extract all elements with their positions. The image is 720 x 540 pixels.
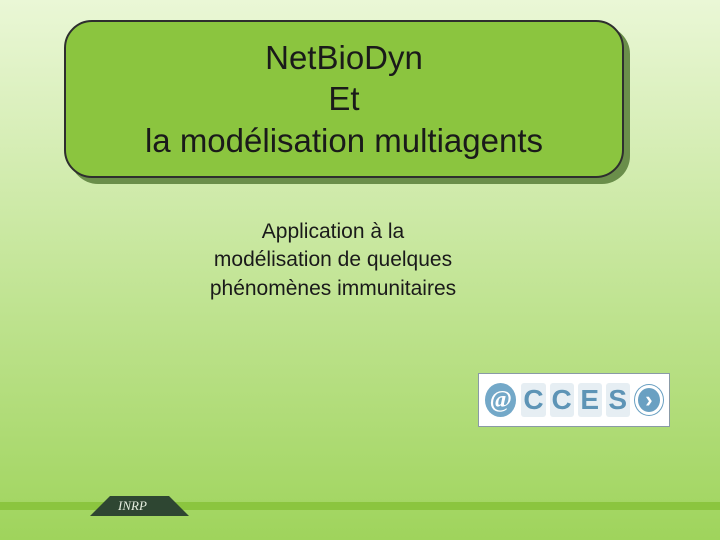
subtitle-line-1: Application à la: [168, 218, 498, 246]
title-line-1: NetBioDyn: [265, 37, 423, 78]
title-line-2: Et: [328, 78, 359, 119]
chevron-right-icon: ›: [635, 385, 663, 415]
footer-bar: INRP: [0, 496, 720, 526]
subtitle: Application à la modélisation de quelque…: [168, 218, 498, 303]
footer-label: INRP: [118, 498, 147, 514]
title-line-3: la modélisation multiagents: [145, 120, 543, 161]
title-box: NetBioDyn Et la modélisation multiagents: [64, 20, 624, 178]
at-icon: @: [485, 383, 516, 417]
acces-logo: @ C C E S ›: [478, 373, 670, 427]
acces-letter-c1: C: [521, 383, 545, 417]
slide: NetBioDyn Et la modélisation multiagents…: [0, 0, 720, 540]
subtitle-line-2: modélisation de quelques: [168, 246, 498, 274]
acces-letter-s: S: [606, 383, 630, 417]
acces-letter-c2: C: [550, 383, 574, 417]
subtitle-line-3: phénomènes immunitaires: [168, 275, 498, 303]
footer-inrp-tab: INRP: [110, 496, 169, 516]
acces-letter-e: E: [578, 383, 602, 417]
